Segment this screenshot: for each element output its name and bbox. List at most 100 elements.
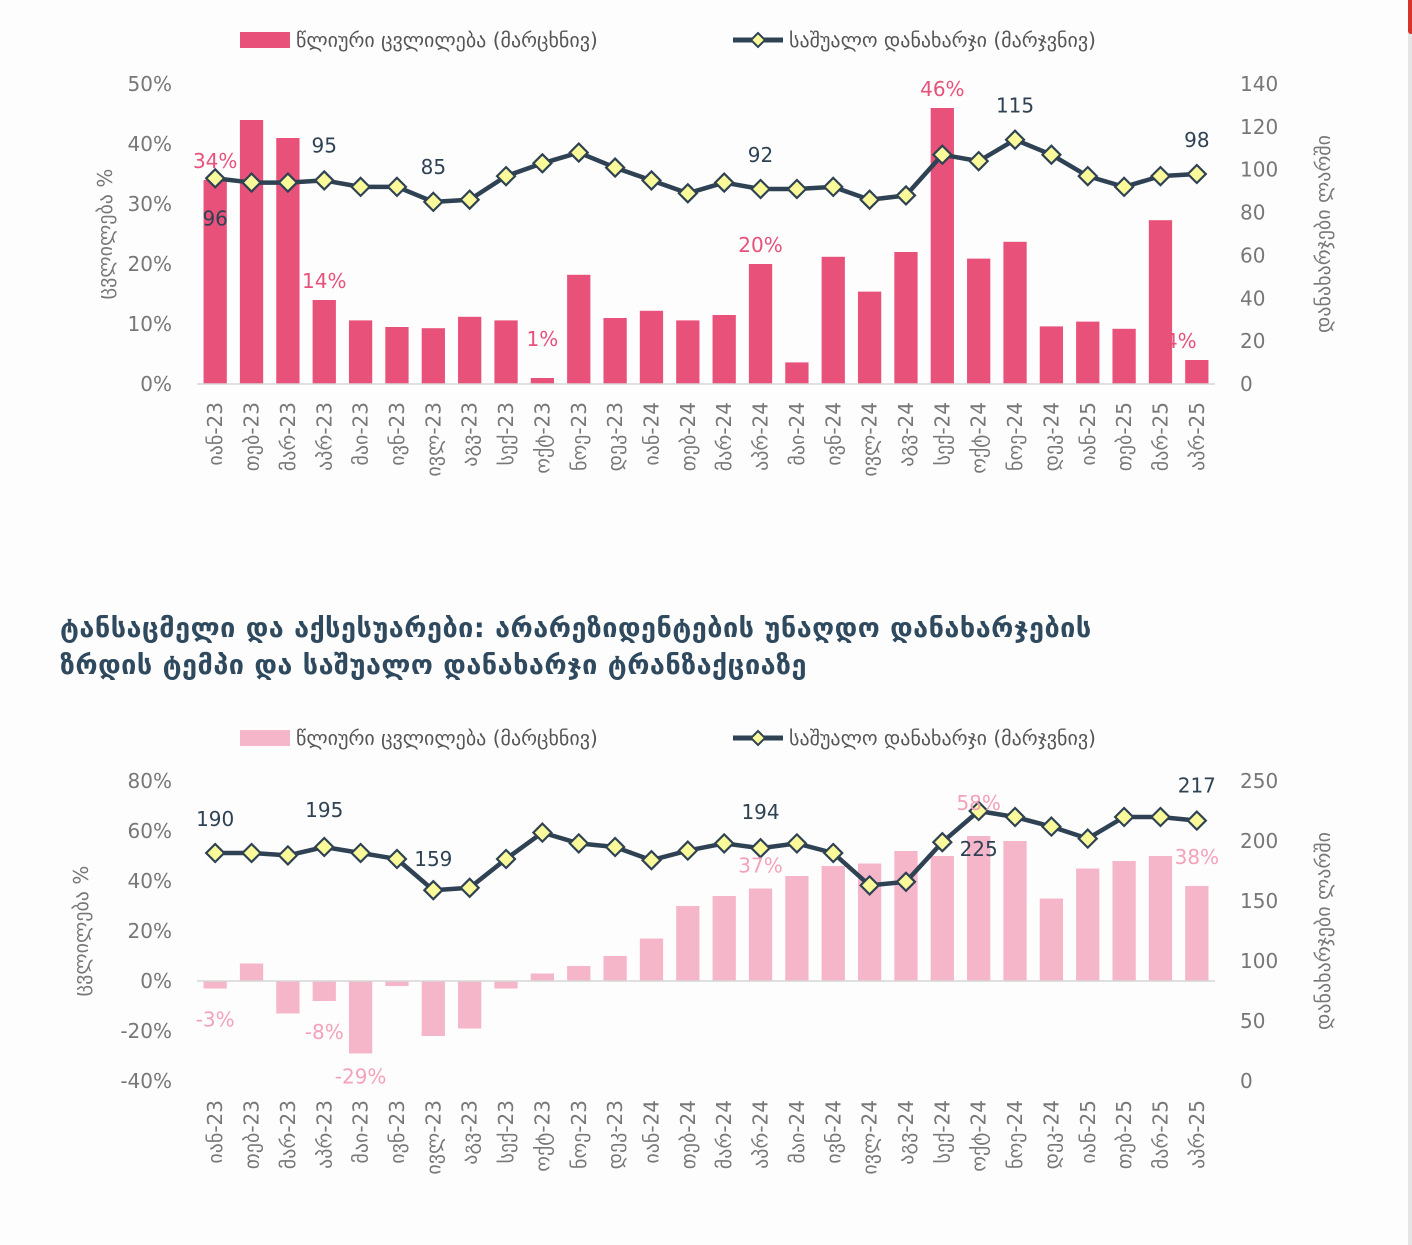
left-axis-tick: 20% xyxy=(128,252,172,276)
line-marker xyxy=(859,189,881,211)
left-axis-tick: 60% xyxy=(128,819,172,843)
left-axis-tick: 40% xyxy=(128,869,172,893)
left-axis-tick: 0% xyxy=(140,969,172,993)
bar xyxy=(712,896,736,981)
x-axis-tick: ივლ-24 xyxy=(858,1100,882,1175)
x-axis-tick: აპრ-25 xyxy=(1185,402,1209,471)
x-axis-tick: ნოე-23 xyxy=(567,402,591,471)
x-axis-tick: დეკ-23 xyxy=(603,1100,627,1169)
line-marker xyxy=(350,176,372,198)
x-axis-tick: ნოე-24 xyxy=(1003,1100,1027,1169)
bar xyxy=(1003,241,1027,384)
bar xyxy=(1112,328,1136,384)
line-marker xyxy=(640,849,663,871)
x-axis-tick: მაი-23 xyxy=(349,402,373,466)
line-marker xyxy=(1186,163,1208,185)
bar xyxy=(1185,360,1209,384)
line-marker xyxy=(1040,144,1062,166)
bar-data-label: 14% xyxy=(302,269,346,293)
bar-data-label: 20% xyxy=(738,233,782,257)
x-axis-tick: ივნ-24 xyxy=(821,1100,845,1164)
line-marker xyxy=(277,844,299,866)
line-marker xyxy=(749,178,772,200)
bar-data-label: 46% xyxy=(920,77,964,101)
left-axis-tick: 20% xyxy=(128,919,172,943)
bar xyxy=(421,981,445,1036)
legend-diamond-icon xyxy=(749,729,767,747)
line-data-label: 217 xyxy=(1178,774,1216,798)
bar xyxy=(1039,326,1064,384)
bar xyxy=(348,320,373,384)
line-data-label: 225 xyxy=(960,837,998,861)
bar xyxy=(567,274,591,384)
x-axis-tick: თებ-24 xyxy=(676,1100,700,1169)
line-marker xyxy=(386,176,408,198)
bar xyxy=(603,318,627,384)
line-data-label: 115 xyxy=(996,94,1034,118)
line-marker xyxy=(277,172,299,194)
line-data-label: 92 xyxy=(748,143,773,167)
left-axis-tick: 10% xyxy=(128,312,172,336)
legend-bar-label: წლიური ცვლილება (მარცხნივ) xyxy=(296,28,598,52)
bar xyxy=(239,963,264,981)
bar xyxy=(785,362,809,384)
line-marker xyxy=(568,832,590,854)
bar xyxy=(1112,861,1136,981)
line-marker xyxy=(422,879,444,901)
bar-data-label: 38% xyxy=(1175,845,1219,869)
bar xyxy=(1003,841,1027,981)
bar xyxy=(312,300,336,384)
line-marker xyxy=(822,176,844,198)
x-axis-tick: დეკ-23 xyxy=(603,402,627,471)
x-axis-tick: მაი-23 xyxy=(349,1100,373,1164)
line-data-label: 98 xyxy=(1184,128,1209,152)
x-axis-tick: მარ-23 xyxy=(276,402,300,471)
x-axis-tick: აპრ-24 xyxy=(749,1100,773,1169)
line-marker xyxy=(422,191,444,213)
legend-line-label: საშუალო დანახარჯი (მარჯვნივ) xyxy=(789,726,1096,750)
bar xyxy=(385,327,409,384)
bar-data-label: 34% xyxy=(193,149,237,173)
line-marker xyxy=(786,178,808,200)
left-axis-tick: 80% xyxy=(128,769,172,793)
window-edge xyxy=(1408,0,1412,1245)
x-axis-tick: სექ-23 xyxy=(494,402,518,466)
x-axis-tick: ოქტ-24 xyxy=(967,402,991,474)
line-marker xyxy=(350,842,372,864)
legend-bar-swatch xyxy=(240,730,290,746)
x-axis-tick: აგვ-23 xyxy=(458,1100,482,1165)
bar xyxy=(930,108,954,384)
line-marker xyxy=(459,189,481,211)
x-axis-tick: მარ-24 xyxy=(712,402,736,471)
line-marker xyxy=(1149,165,1172,187)
bar xyxy=(857,291,882,384)
right-axis-title: დანახარჯები ლარში xyxy=(1311,832,1335,1030)
bar xyxy=(930,856,954,981)
line-marker xyxy=(786,832,808,854)
line-marker xyxy=(313,169,335,191)
x-axis-tick: აპრ-24 xyxy=(749,402,773,471)
bar xyxy=(1076,321,1100,384)
x-axis-tick: ნოე-24 xyxy=(1003,402,1027,471)
right-axis-tick: 100 xyxy=(1240,158,1278,182)
x-axis-tick: ივნ-23 xyxy=(385,1100,409,1164)
line-marker xyxy=(604,157,626,179)
line-marker xyxy=(968,800,990,822)
line-marker xyxy=(1004,806,1026,828)
line-marker xyxy=(677,182,699,204)
right-axis-tick: 80 xyxy=(1240,201,1265,225)
window-edge-marker xyxy=(1408,0,1412,34)
x-axis-tick: დეკ-24 xyxy=(1039,1100,1063,1169)
line-series xyxy=(214,137,1197,205)
bar-data-label: 1% xyxy=(527,327,559,351)
line-marker xyxy=(1186,810,1208,832)
right-axis-tick: 250 xyxy=(1240,769,1278,793)
x-axis-tick: სექ-24 xyxy=(930,1100,954,1164)
right-axis-tick: 50 xyxy=(1240,1009,1265,1033)
bar xyxy=(785,876,809,981)
x-axis-tick: თებ-25 xyxy=(1112,402,1136,471)
bar xyxy=(821,866,845,981)
x-axis-tick: ნოე-23 xyxy=(567,1100,591,1169)
right-axis-tick: 0 xyxy=(1240,372,1253,396)
line-marker xyxy=(531,822,553,844)
